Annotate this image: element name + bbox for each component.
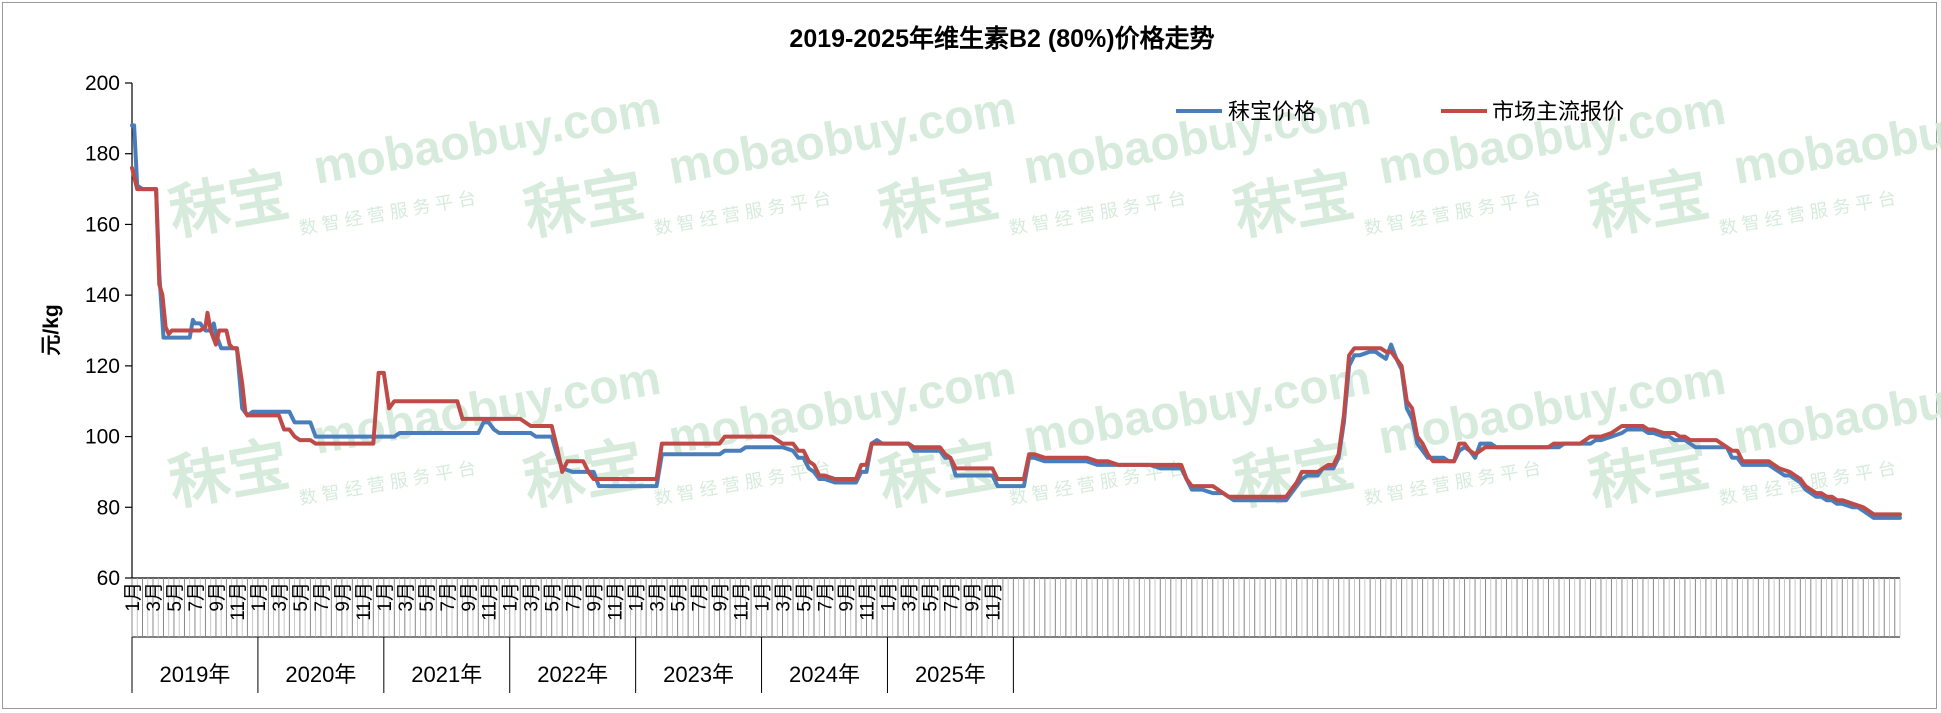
y-tick-label: 200 bbox=[85, 72, 120, 95]
x-year-label: 2025年 bbox=[915, 662, 986, 687]
x-month-label: 3月 bbox=[396, 582, 417, 612]
x-month-label: 3月 bbox=[270, 582, 291, 612]
watermark-brand: 秣宝 bbox=[1584, 161, 1714, 248]
legend: 秣宝价格 市场主流报价 bbox=[1176, 99, 1624, 124]
x-month-label: 7月 bbox=[438, 582, 459, 612]
x-month-label: 1月 bbox=[123, 582, 144, 612]
x-month-label: 5月 bbox=[795, 582, 816, 612]
x-month-label: 11月 bbox=[732, 582, 753, 621]
y-tick-label: 100 bbox=[85, 426, 120, 449]
x-month-label: 9月 bbox=[585, 582, 606, 612]
y-tick-label: 140 bbox=[85, 284, 120, 307]
x-month-label: 11月 bbox=[354, 582, 375, 621]
x-month-label: 9月 bbox=[836, 582, 857, 612]
x-month-label: 5月 bbox=[920, 582, 941, 612]
x-month-label: 3月 bbox=[774, 582, 795, 612]
watermark-slogan: 数 智 经 营 服 务 平 台 bbox=[1008, 188, 1188, 239]
x-year-label: 2019年 bbox=[159, 662, 230, 687]
x-year-label: 2022年 bbox=[537, 662, 608, 687]
x-month-label: 3月 bbox=[899, 582, 920, 612]
watermark-site: mobaobuy.com bbox=[1730, 82, 1941, 195]
watermark-slogan: 数 智 经 营 服 务 平 台 bbox=[1718, 188, 1898, 239]
y-axis: 60 80 100 120 140 160 180 200 bbox=[85, 72, 133, 590]
x-month-label: 7月 bbox=[816, 582, 837, 612]
x-month-label: 3月 bbox=[522, 582, 543, 612]
x-month-label: 9月 bbox=[333, 582, 354, 612]
legend-label-mobao: 秣宝价格 bbox=[1228, 99, 1316, 124]
x-month-label: 11月 bbox=[228, 582, 249, 621]
x-month-label: 1月 bbox=[249, 582, 270, 612]
watermark-site: mobaobuy.com bbox=[1730, 352, 1941, 465]
y-tick-label: 60 bbox=[97, 567, 120, 590]
x-year-label: 2021年 bbox=[411, 662, 482, 687]
watermark-brand: 秣宝 bbox=[519, 431, 649, 518]
series-line-mobao bbox=[130, 123, 1902, 520]
watermark-brand: 秣宝 bbox=[164, 161, 294, 248]
watermark-slogan: 数 智 经 营 服 务 平 台 bbox=[1363, 188, 1543, 239]
watermark-slogan: 数 智 经 营 服 务 平 台 bbox=[298, 188, 478, 239]
watermark-brand: 秣宝 bbox=[519, 161, 649, 248]
watermark-brand: 秣宝 bbox=[1229, 161, 1359, 248]
watermark-brand: 秣宝 bbox=[1584, 431, 1714, 518]
x-month-label: 5月 bbox=[291, 582, 312, 612]
series-lines bbox=[130, 123, 1902, 520]
x-month-label: 7月 bbox=[690, 582, 711, 612]
x-month-label: 1月 bbox=[878, 582, 899, 612]
x-month-label: 11月 bbox=[857, 582, 878, 621]
x-month-label: 7月 bbox=[564, 582, 585, 612]
x-month-label: 7月 bbox=[312, 582, 333, 612]
x-year-label: 2020年 bbox=[285, 662, 356, 687]
x-month-label: 3月 bbox=[648, 582, 669, 612]
chart-title: 2019-2025年维生素B2 (80%)价格走势 bbox=[789, 24, 1214, 53]
x-month-label: 1月 bbox=[501, 582, 522, 612]
series-line-market bbox=[130, 165, 1902, 517]
x-axis: 1月 3月 5月 7月 9月 11月 1月 3月 5月 7月 9月 11月 1月 3月 5月 7月 9月 11月 1… bbox=[123, 577, 1901, 693]
x-month-label: 1月 bbox=[375, 582, 396, 612]
x-month-label: 1月 bbox=[627, 582, 648, 612]
y-tick-label: 80 bbox=[97, 496, 120, 519]
y-axis-label: 元/kg bbox=[40, 304, 63, 355]
x-month-label: 9月 bbox=[962, 582, 983, 612]
watermark-brand: 秣宝 bbox=[874, 161, 1004, 248]
x-month-label: 5月 bbox=[165, 582, 186, 612]
x-month-label: 7月 bbox=[186, 582, 207, 612]
x-month-label: 3月 bbox=[144, 582, 165, 612]
x-month-label: 1月 bbox=[753, 582, 774, 612]
x-month-label: 9月 bbox=[711, 582, 732, 612]
x-month-label: 9月 bbox=[207, 582, 228, 612]
x-month-label: 5月 bbox=[669, 582, 690, 612]
x-month-label: 9月 bbox=[459, 582, 480, 612]
x-year-label: 2024年 bbox=[789, 662, 860, 687]
watermark-slogan: 数 智 经 营 服 务 平 台 bbox=[1363, 458, 1543, 509]
legend-label-market: 市场主流报价 bbox=[1492, 99, 1624, 124]
watermark-slogan: 数 智 经 营 服 务 平 台 bbox=[298, 458, 478, 509]
x-month-label: 11月 bbox=[606, 582, 627, 621]
watermark-slogan: 数 智 经 营 服 务 平 台 bbox=[653, 188, 833, 239]
x-month-label: 7月 bbox=[941, 582, 962, 612]
watermark-brand: 秣宝 bbox=[164, 431, 294, 518]
x-month-label: 11月 bbox=[480, 582, 501, 621]
x-month-label: 5月 bbox=[543, 582, 564, 612]
x-month-label: 5月 bbox=[417, 582, 438, 612]
x-year-label: 2023年 bbox=[663, 662, 734, 687]
x-month-label: 11月 bbox=[983, 582, 1004, 621]
y-tick-label: 180 bbox=[85, 143, 120, 166]
y-tick-label: 120 bbox=[85, 355, 120, 378]
y-tick-label: 160 bbox=[85, 213, 120, 236]
